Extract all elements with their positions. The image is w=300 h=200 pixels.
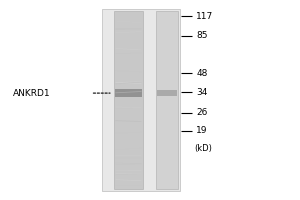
Text: 34: 34	[196, 88, 207, 97]
Bar	[102, 9, 180, 191]
Text: ANKRD1: ANKRD1	[13, 89, 51, 98]
Text: 19: 19	[196, 126, 208, 135]
Bar	[115, 89, 142, 97]
Bar	[156, 11, 178, 189]
Bar	[114, 11, 142, 189]
Bar	[157, 90, 177, 96]
Text: 117: 117	[196, 12, 213, 21]
Text: 85: 85	[196, 31, 208, 40]
Text: 48: 48	[196, 69, 207, 78]
Text: (kD): (kD)	[195, 144, 212, 153]
Text: 26: 26	[196, 108, 207, 117]
